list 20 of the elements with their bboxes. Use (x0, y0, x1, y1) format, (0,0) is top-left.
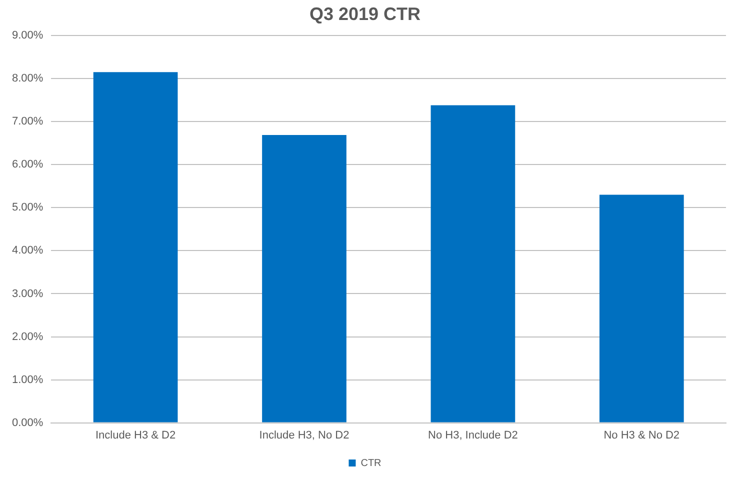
y-tick-label: 6.00% (12, 158, 44, 171)
y-tick-label: 8.00% (12, 72, 44, 85)
y-tick-label: 1.00% (12, 374, 44, 386)
bar (599, 194, 684, 422)
x-tick-label: Include H3, No D2 (259, 429, 350, 442)
y-tick-label: 5.00% (12, 202, 44, 214)
y-tick-label: 7.00% (12, 116, 44, 128)
y-tick-label: 0.00% (12, 416, 44, 429)
x-tick-label: Include H3 & D2 (95, 429, 176, 442)
y-tick-label: 2.00% (12, 330, 44, 343)
y-tick-label: 3.00% (12, 288, 44, 300)
chart-title: Q3 2019 CTR (309, 4, 421, 24)
x-tick-label: No H3 & No D2 (604, 429, 680, 442)
y-tick-label: 9.00% (12, 30, 44, 42)
bar (93, 72, 178, 422)
legend-label: CTR (360, 458, 382, 469)
x-tick-label: No H3, Include D2 (428, 429, 518, 442)
bar (430, 105, 516, 422)
bar (262, 134, 346, 422)
y-tick-label: 4.00% (12, 244, 44, 257)
